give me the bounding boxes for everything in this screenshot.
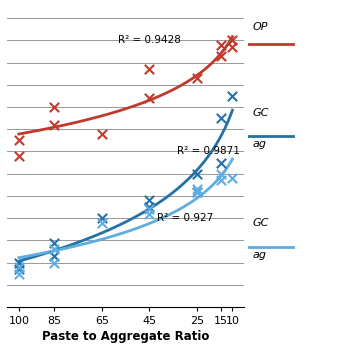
Point: [52, 260, 57, 266]
Text: GC: GC: [253, 218, 269, 228]
Point: [194, 171, 200, 177]
Point: [218, 178, 223, 183]
Point: [16, 260, 22, 266]
Point: [218, 53, 223, 59]
Text: OP: OP: [253, 22, 268, 31]
Point: [147, 95, 152, 101]
Point: [218, 160, 223, 165]
Point: [218, 171, 223, 177]
Point: [147, 204, 152, 210]
Text: R² = 0.9871: R² = 0.9871: [177, 146, 240, 156]
Point: [99, 131, 105, 136]
Point: [52, 104, 57, 110]
Point: [16, 267, 22, 272]
Point: [16, 271, 22, 276]
Point: [194, 189, 200, 194]
Point: [52, 240, 57, 245]
Point: [147, 207, 152, 212]
Point: [16, 264, 22, 270]
Point: [230, 44, 235, 50]
Point: [230, 38, 235, 43]
Point: [194, 75, 200, 81]
Point: [147, 211, 152, 216]
Point: [147, 198, 152, 203]
Point: [218, 42, 223, 47]
Point: [52, 122, 57, 128]
Text: ag: ag: [253, 250, 267, 260]
Point: [52, 253, 57, 259]
X-axis label: Paste to Aggregate Ratio: Paste to Aggregate Ratio: [42, 330, 209, 343]
Point: [147, 66, 152, 72]
Text: ag: ag: [253, 139, 267, 149]
Point: [230, 93, 235, 99]
Point: [230, 176, 235, 181]
Point: [16, 138, 22, 143]
Point: [194, 189, 200, 194]
Point: [16, 153, 22, 159]
Text: GC: GC: [253, 107, 269, 118]
Point: [194, 186, 200, 192]
Point: [218, 116, 223, 121]
Text: R² = 0.9428: R² = 0.9428: [118, 35, 181, 45]
Point: [99, 215, 105, 221]
Point: [99, 220, 105, 225]
Point: [52, 246, 57, 252]
Text: R² = 0.927: R² = 0.927: [157, 213, 213, 223]
